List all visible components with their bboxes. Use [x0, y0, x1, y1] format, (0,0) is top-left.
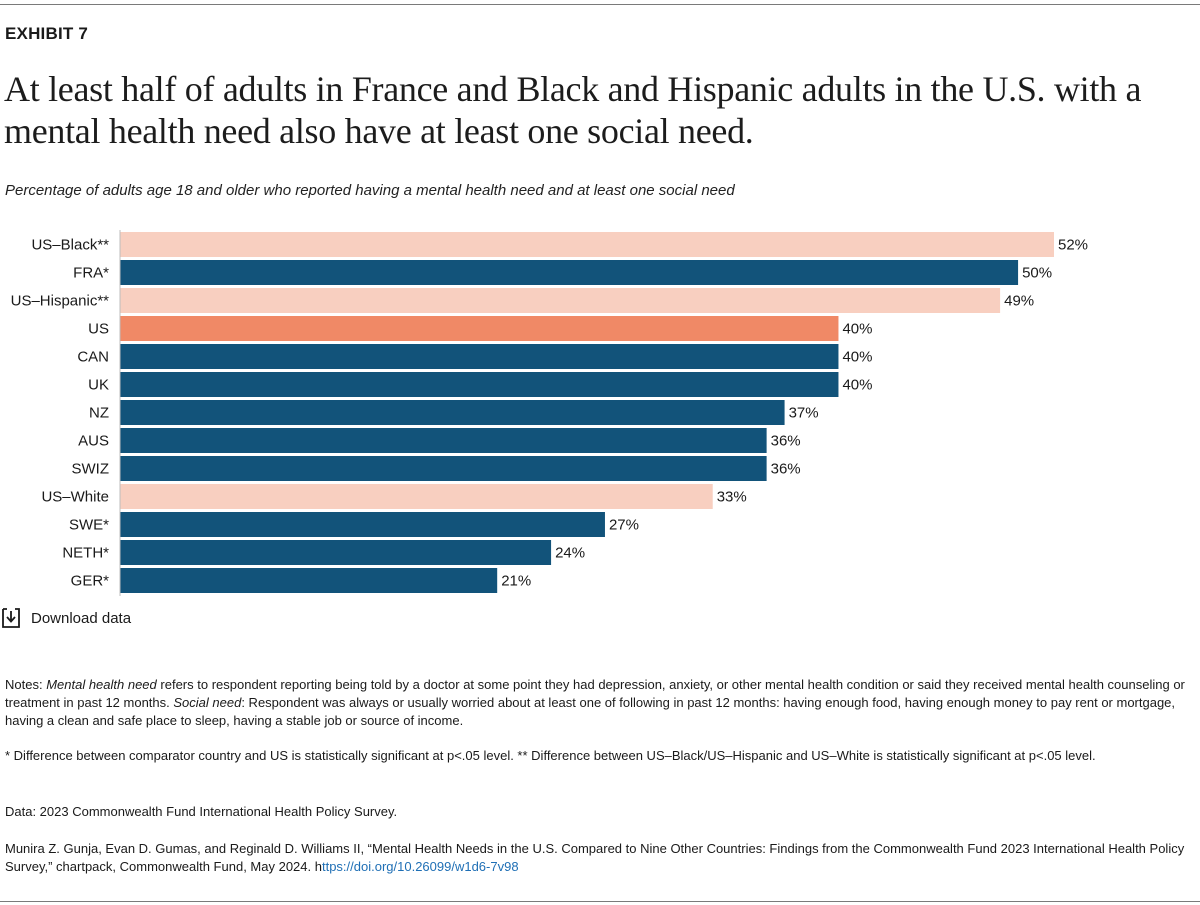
bar	[120, 400, 785, 425]
notes-text-2: : Respondent was always or usually worri…	[5, 695, 1176, 728]
category-label: US–Hispanic**	[11, 293, 110, 310]
category-label: UK	[88, 377, 109, 394]
notes: Notes: Mental health need refers to resp…	[5, 676, 1185, 730]
bottom-rule	[0, 901, 1200, 902]
category-label: FRA*	[73, 265, 109, 282]
category-label: GER*	[71, 573, 110, 590]
download-icon	[2, 608, 20, 628]
value-label: 40%	[842, 349, 872, 366]
value-label: 40%	[842, 321, 872, 338]
doi-link[interactable]: ttps://doi.org/10.26099/w1d6-7v98	[321, 859, 519, 874]
bar-chart: US–Black** 52% FRA* 50% US–Hispanic** 49% US 40…	[11, 230, 1088, 596]
category-label: CAN	[77, 349, 109, 366]
download-data-label: Download data	[31, 609, 132, 627]
citation: Munira Z. Gunja, Evan D. Gumas, and Regi…	[5, 840, 1185, 876]
value-label: 27%	[609, 517, 639, 534]
category-label: US	[88, 321, 109, 338]
category-label: AUS	[78, 433, 109, 450]
value-label: 33%	[717, 489, 747, 506]
notes-text-1: refers to respondent reporting being tol…	[5, 677, 1185, 710]
bar	[120, 428, 767, 453]
top-rule	[0, 4, 1200, 5]
category-label: SWE*	[69, 517, 109, 534]
value-label: 24%	[555, 545, 585, 562]
bar	[120, 316, 839, 341]
bar	[120, 568, 498, 593]
category-label: NETH*	[62, 545, 109, 562]
category-label: US–White	[41, 489, 109, 506]
citation-text: Munira Z. Gunja, Evan D. Gumas, and Regi…	[5, 841, 1185, 874]
notes-term-social-need: Social need	[173, 695, 242, 710]
value-label: 36%	[771, 461, 801, 478]
notes-term-mental-health-need: Mental health need	[46, 677, 157, 692]
category-label: US–Black**	[31, 237, 109, 254]
value-label: 49%	[1004, 293, 1034, 310]
bar	[120, 484, 713, 509]
data-source: Data: 2023 Commonwealth Fund Internation…	[5, 804, 398, 819]
bar	[120, 288, 1001, 313]
bar	[120, 512, 605, 537]
notes-prefix: Notes:	[5, 677, 47, 692]
bar	[120, 372, 839, 397]
bar	[120, 344, 839, 369]
value-label: 40%	[842, 377, 872, 394]
value-label: 36%	[771, 433, 801, 450]
bar	[120, 260, 1019, 285]
download-data-button[interactable]: Download data	[2, 608, 131, 628]
bar	[120, 232, 1054, 257]
value-label: 50%	[1022, 265, 1052, 282]
category-label: SWIZ	[72, 461, 110, 478]
bars-layer: US–Black** 52% FRA* 50% US–Hispanic** 49% US 40…	[11, 230, 1088, 596]
chart-subtitle: Percentage of adults age 18 and older wh…	[5, 182, 735, 199]
value-label: 52%	[1058, 237, 1088, 254]
chart-title: At least half of adults in France and Bl…	[4, 69, 1142, 151]
category-label: NZ	[89, 405, 109, 422]
exhibit-label: EXHIBIT 7	[5, 24, 89, 43]
value-label: 21%	[501, 573, 531, 590]
bar	[120, 540, 552, 565]
value-label: 37%	[789, 405, 819, 422]
significance-note: * Difference between comparator country …	[5, 748, 1096, 763]
bar	[120, 456, 767, 481]
